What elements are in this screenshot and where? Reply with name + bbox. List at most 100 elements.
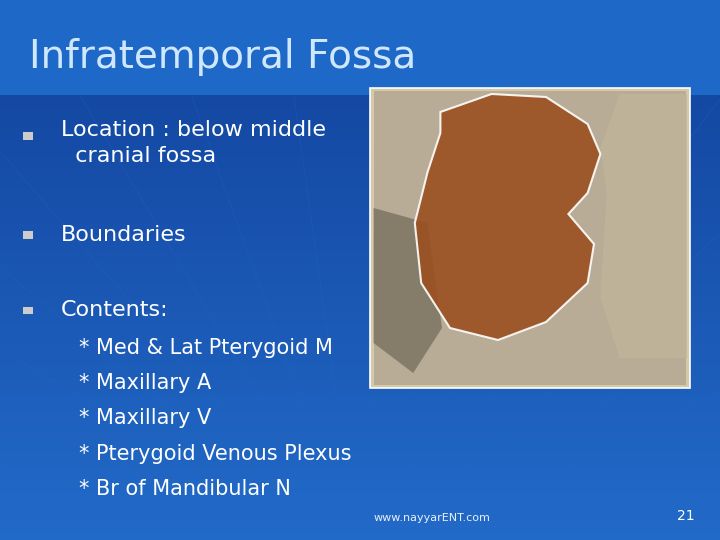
Text: Contents:: Contents: (61, 300, 168, 321)
Text: * Br of Mandibular N: * Br of Mandibular N (79, 478, 291, 499)
Bar (370, 88, 690, 388)
Bar (0, 243, 720, 249)
Bar (0, 47, 720, 54)
Bar (0, 122, 720, 128)
Bar (0, 513, 720, 519)
Bar (0, 0, 720, 94)
Bar (0, 102, 720, 108)
Bar (0, 465, 720, 472)
Bar (0, 60, 720, 68)
Bar (0, 183, 720, 189)
Text: Boundaries: Boundaries (61, 225, 186, 245)
Bar (0, 6, 720, 14)
Bar (0, 237, 720, 243)
Text: www.nayyarENT.com: www.nayyarENT.com (374, 512, 490, 523)
Bar (0, 432, 720, 438)
Bar (0, 176, 720, 183)
Bar (0, 426, 720, 432)
Bar (0, 168, 720, 176)
Bar (0, 405, 720, 411)
Bar (0, 310, 720, 317)
Bar (23, 231, 33, 239)
Bar (0, 284, 720, 291)
Bar (0, 14, 720, 20)
Bar (0, 74, 720, 81)
Bar (0, 338, 720, 345)
Bar (0, 20, 720, 27)
Bar (0, 303, 720, 310)
Text: 21: 21 (678, 509, 695, 523)
Bar (0, 148, 720, 156)
Bar (0, 141, 720, 149)
Bar (0, 399, 720, 405)
Bar (0, 438, 720, 445)
Bar (0, 0, 720, 6)
Bar (0, 418, 720, 426)
Bar (0, 27, 720, 33)
Bar (0, 411, 720, 418)
Bar (0, 222, 720, 230)
Bar (23, 307, 33, 314)
Bar (0, 256, 720, 263)
Bar (0, 324, 720, 330)
Bar (0, 128, 720, 135)
Bar (0, 115, 720, 122)
Bar (0, 378, 720, 384)
Bar (0, 202, 720, 209)
Bar (0, 492, 720, 500)
Polygon shape (374, 208, 442, 373)
Bar (0, 270, 720, 276)
Text: * Med & Lat Pterygoid M: * Med & Lat Pterygoid M (79, 338, 333, 359)
Bar (0, 291, 720, 297)
Bar (0, 189, 720, 195)
Bar (0, 81, 720, 87)
Bar (0, 526, 720, 534)
Bar (0, 330, 720, 338)
Polygon shape (415, 94, 600, 340)
Bar (0, 54, 720, 60)
Polygon shape (600, 94, 687, 358)
Text: Infratemporal Fossa: Infratemporal Fossa (29, 38, 416, 76)
Bar (0, 472, 720, 480)
Bar (0, 263, 720, 270)
Bar (0, 87, 720, 94)
Bar (0, 534, 720, 540)
Bar (0, 357, 720, 364)
Bar (0, 519, 720, 526)
Text: * Maxillary A: * Maxillary A (79, 373, 212, 394)
Text: * Maxillary V: * Maxillary V (79, 408, 212, 429)
Bar (0, 384, 720, 391)
Bar (0, 500, 720, 507)
Bar (374, 91, 686, 386)
Bar (0, 230, 720, 237)
Bar (0, 446, 720, 453)
Bar (0, 392, 720, 399)
Bar (23, 132, 33, 140)
Bar (0, 155, 720, 162)
Bar (0, 209, 720, 216)
Text: * Pterygoid Venous Plexus: * Pterygoid Venous Plexus (79, 443, 351, 464)
Bar (0, 372, 720, 378)
Bar (0, 486, 720, 492)
Text: Location : below middle
  cranial fossa: Location : below middle cranial fossa (61, 120, 326, 166)
Bar (0, 108, 720, 115)
Bar (0, 318, 720, 324)
Bar (0, 33, 720, 40)
Bar (0, 162, 720, 168)
Bar (0, 94, 720, 102)
Bar (0, 453, 720, 459)
Bar (0, 195, 720, 202)
Bar (0, 345, 720, 351)
Bar (0, 507, 720, 513)
Bar (0, 68, 720, 74)
Bar (0, 40, 720, 47)
Bar (0, 216, 720, 222)
Bar (0, 135, 720, 141)
Bar (0, 297, 720, 303)
Bar (0, 249, 720, 256)
Bar (0, 459, 720, 465)
Bar (0, 480, 720, 486)
Bar (0, 276, 720, 284)
Bar (0, 351, 720, 357)
Bar (0, 364, 720, 372)
